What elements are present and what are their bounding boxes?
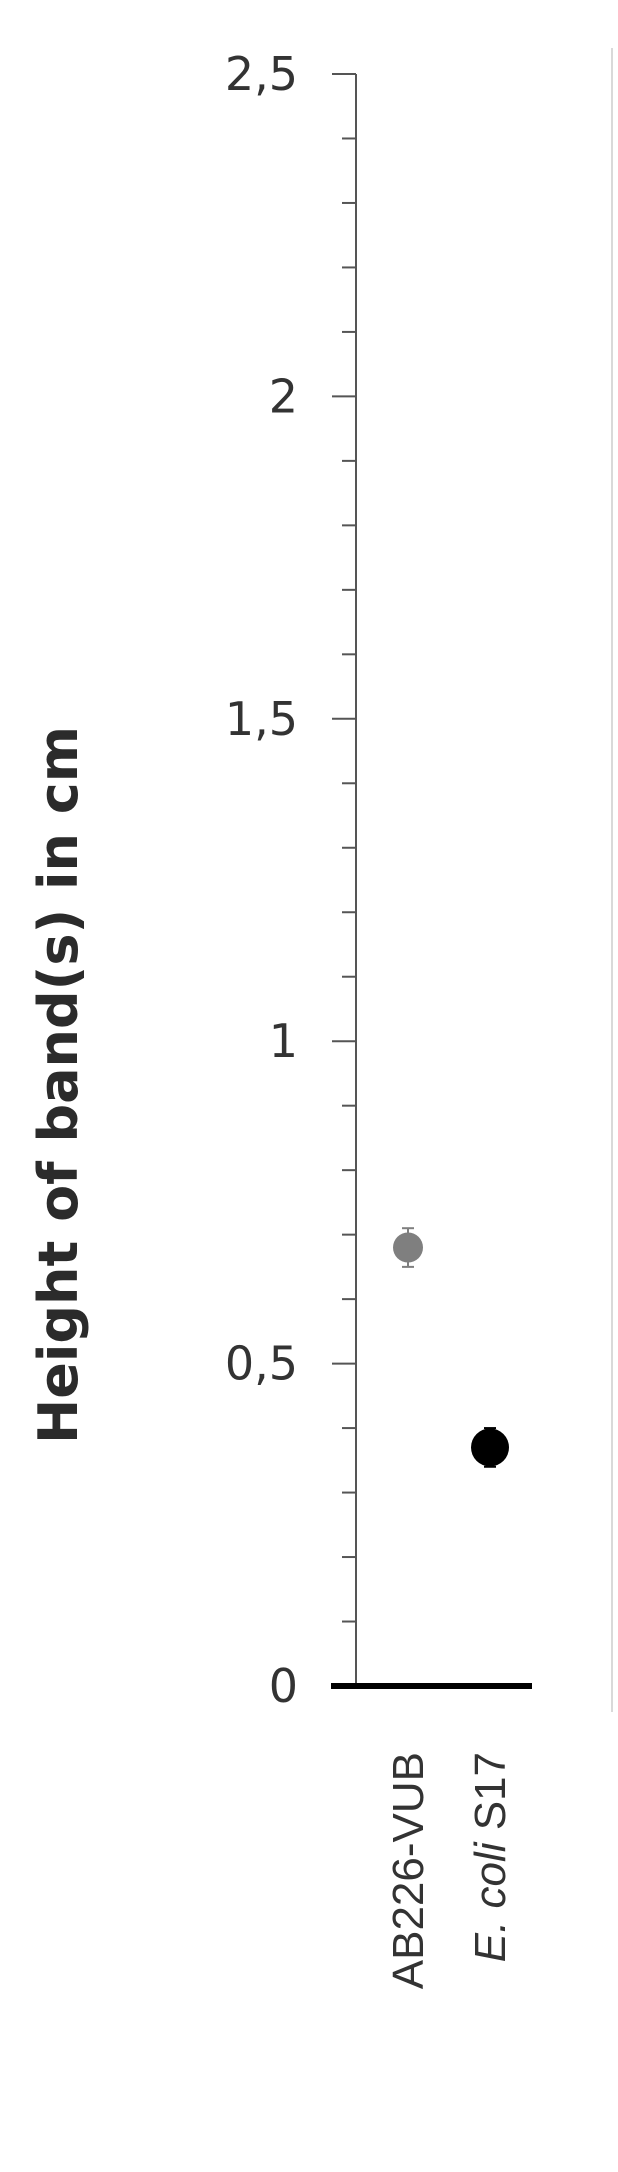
data-point-group [393, 1227, 423, 1268]
data-point [471, 1428, 509, 1467]
y-tick-label: 2 [269, 369, 298, 423]
data-point-group [471, 1427, 509, 1468]
x-category-label-italic: E. coli [466, 1841, 515, 1962]
x-category-label-text: AB226-VUB [384, 1752, 433, 1989]
y-axis-label: Height of band(s) in cm [27, 726, 90, 1444]
data-point [393, 1232, 423, 1263]
x-category-label: AB226-VUB [384, 1752, 433, 1989]
y-tick-label: 1 [269, 1014, 298, 1068]
y-tick-label: 0 [269, 1659, 298, 1713]
y-tick-label: 1,5 [225, 692, 298, 746]
y-tick-label: 0,5 [225, 1337, 298, 1391]
x-category-label: E. coli S17 [466, 1752, 515, 1962]
x-category-label-text: S17 [466, 1752, 515, 1843]
y-tick-label: 2,5 [225, 47, 298, 101]
